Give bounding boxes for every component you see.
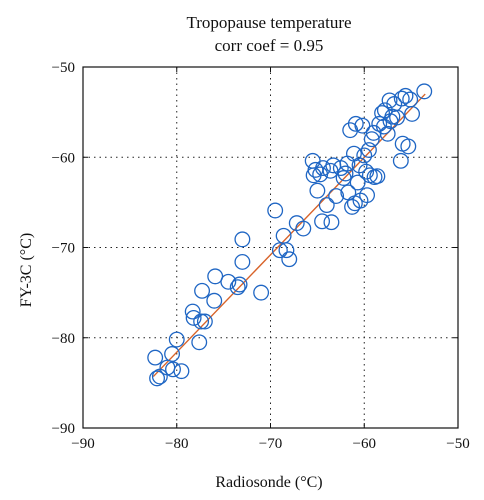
data-point — [267, 202, 284, 219]
data-point — [337, 165, 354, 182]
x-tick-label: −60 — [353, 436, 376, 452]
data-point — [416, 83, 433, 100]
data-point — [328, 188, 345, 205]
data-point — [323, 214, 340, 231]
data-point — [234, 253, 251, 270]
data-point — [358, 163, 375, 180]
data-point — [379, 125, 396, 142]
data-point — [220, 273, 237, 290]
data-point — [389, 109, 406, 126]
data-point — [371, 115, 388, 132]
data-point — [309, 182, 326, 199]
x-tick-label: −90 — [71, 436, 94, 452]
data-point — [354, 117, 371, 134]
x-axis-label: Radiosonde (°C) — [215, 474, 322, 491]
y-tick-label: −70 — [52, 241, 75, 257]
data-point — [185, 309, 202, 326]
y-tick-label: −50 — [52, 60, 75, 76]
data-point — [191, 334, 208, 351]
y-axis-label: FY-3C (°C) — [18, 233, 35, 307]
chart-title: Tropopause temperature — [186, 13, 351, 32]
data-point — [366, 169, 383, 186]
data-point — [234, 231, 251, 248]
data-point — [149, 370, 166, 387]
grid-lines — [83, 67, 458, 428]
data-point — [381, 92, 398, 109]
data-point — [304, 152, 321, 169]
y-tick-label: −90 — [52, 421, 75, 437]
y-tick-label: −60 — [52, 150, 75, 166]
chart-subtitle: corr coef = 0.95 — [215, 36, 324, 55]
data-point — [253, 284, 270, 301]
data-point — [281, 251, 298, 268]
data-point — [164, 346, 181, 362]
data-point — [360, 142, 377, 158]
data-point — [363, 131, 380, 148]
data-point — [318, 197, 335, 214]
y-tick-label: −80 — [52, 331, 75, 347]
data-points — [147, 83, 433, 387]
data-point — [347, 115, 364, 132]
x-tick-label: −70 — [259, 436, 282, 452]
data-point — [173, 363, 190, 380]
data-point — [147, 349, 164, 366]
data-point — [271, 242, 288, 259]
data-point — [397, 87, 414, 104]
data-point — [344, 198, 361, 215]
data-point — [315, 160, 331, 177]
data-point — [359, 187, 376, 204]
data-point — [400, 138, 417, 155]
data-point — [184, 303, 201, 320]
fit-line-group — [152, 93, 426, 378]
data-point — [193, 313, 210, 330]
data-point — [229, 279, 246, 296]
data-point — [351, 157, 368, 174]
data-point — [402, 91, 419, 108]
data-point — [206, 292, 223, 309]
data-point — [168, 331, 185, 348]
data-point — [231, 276, 248, 293]
data-point — [194, 282, 211, 299]
data-point — [196, 313, 213, 330]
data-point — [165, 361, 181, 378]
x-tick-label: −80 — [165, 436, 188, 452]
data-point — [278, 242, 295, 259]
x-tick-label: −50 — [446, 436, 469, 452]
data-point — [349, 174, 366, 191]
data-point — [356, 147, 373, 164]
axis-ticks: −90 −80 −70 −60 −50 −90 −80 −70 −60 −50 — [52, 60, 470, 452]
data-point — [393, 90, 410, 107]
data-point — [314, 213, 331, 230]
data-point — [392, 152, 409, 169]
regression-line — [152, 93, 426, 378]
data-point — [374, 105, 391, 121]
data-point — [295, 220, 312, 237]
data-point — [369, 168, 386, 185]
data-point — [345, 145, 362, 162]
data-point — [404, 105, 421, 122]
data-point — [207, 268, 224, 285]
